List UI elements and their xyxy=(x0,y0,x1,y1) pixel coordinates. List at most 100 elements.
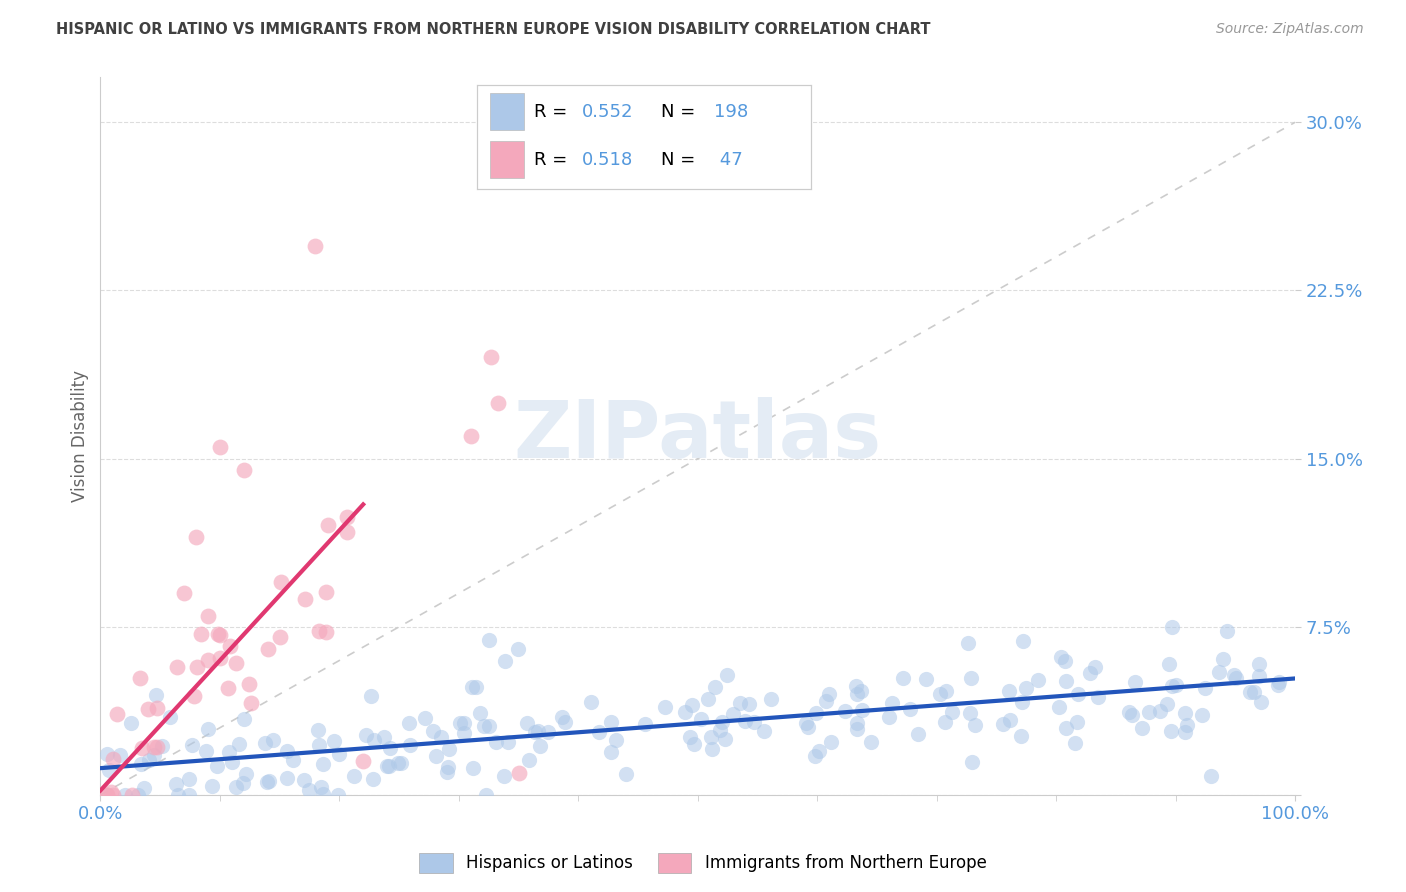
Y-axis label: Vision Disability: Vision Disability xyxy=(72,370,89,502)
Point xyxy=(373,730,395,744)
Point xyxy=(654,700,676,714)
Point xyxy=(165,777,187,791)
Point xyxy=(1223,667,1246,681)
Point xyxy=(614,767,637,781)
Point xyxy=(730,696,752,710)
Point xyxy=(461,762,484,776)
Point xyxy=(1249,657,1271,672)
Point xyxy=(991,717,1014,731)
Point xyxy=(150,739,173,753)
Point xyxy=(183,689,205,703)
Point xyxy=(846,687,869,701)
Point xyxy=(134,780,156,795)
Point xyxy=(96,788,118,802)
Point xyxy=(208,441,231,455)
Point xyxy=(478,719,501,733)
Point xyxy=(506,642,529,657)
Point xyxy=(308,738,330,752)
Point xyxy=(219,639,242,653)
Point xyxy=(253,736,276,750)
Point xyxy=(181,738,204,752)
Point xyxy=(508,765,530,780)
Point xyxy=(1087,690,1109,705)
Point xyxy=(425,748,447,763)
Point xyxy=(600,745,623,759)
Point xyxy=(460,428,482,442)
Point xyxy=(1174,706,1197,721)
Point xyxy=(797,720,820,734)
Point xyxy=(398,738,420,752)
Point xyxy=(294,592,316,607)
Point xyxy=(486,396,509,410)
Point xyxy=(360,689,382,703)
Point xyxy=(184,530,207,544)
Point xyxy=(846,715,869,730)
Point xyxy=(1011,695,1033,709)
Point xyxy=(1161,620,1184,634)
Point xyxy=(307,723,329,738)
Point xyxy=(439,741,461,756)
Point xyxy=(529,739,551,753)
Point xyxy=(225,780,247,794)
Point xyxy=(893,671,915,685)
Point xyxy=(702,741,724,756)
Point xyxy=(398,716,420,731)
Point xyxy=(238,677,260,691)
Point xyxy=(914,673,936,687)
Point xyxy=(1156,698,1178,712)
Point xyxy=(136,702,159,716)
Point xyxy=(200,780,222,794)
Point xyxy=(1130,721,1153,735)
Point xyxy=(752,724,775,739)
Point xyxy=(262,732,284,747)
Point xyxy=(96,788,118,802)
Point xyxy=(1123,675,1146,690)
Point xyxy=(389,756,412,771)
Point xyxy=(173,586,195,600)
Point xyxy=(437,760,460,774)
Point xyxy=(716,667,738,681)
Point xyxy=(478,632,501,647)
Point xyxy=(1175,717,1198,731)
Point xyxy=(877,710,900,724)
Point xyxy=(537,725,560,739)
Point xyxy=(1191,708,1213,723)
Point xyxy=(298,782,321,797)
Point xyxy=(146,740,169,755)
Point xyxy=(941,705,963,719)
Point xyxy=(96,747,118,761)
Point xyxy=(232,712,254,726)
Point xyxy=(197,608,219,623)
Point xyxy=(105,707,128,722)
Point xyxy=(1174,725,1197,739)
Point xyxy=(413,711,436,725)
Point xyxy=(143,739,166,754)
Point xyxy=(352,755,374,769)
Point xyxy=(190,627,212,641)
Point xyxy=(209,651,232,665)
Point xyxy=(312,788,335,802)
Point xyxy=(159,710,181,724)
Point xyxy=(554,715,576,730)
Point xyxy=(599,714,621,729)
Point xyxy=(461,680,484,694)
Point xyxy=(820,734,842,748)
Point xyxy=(103,788,125,802)
Point xyxy=(703,681,725,695)
Point xyxy=(742,714,765,729)
Point xyxy=(309,780,332,794)
Point xyxy=(880,696,903,710)
Point xyxy=(179,772,201,786)
Point xyxy=(1000,713,1022,727)
Point xyxy=(1199,769,1222,783)
Point xyxy=(121,788,143,802)
Point xyxy=(1121,707,1143,722)
Point xyxy=(208,627,231,641)
Point xyxy=(1047,700,1070,714)
Point xyxy=(496,735,519,749)
Point xyxy=(197,723,219,737)
Point xyxy=(907,727,929,741)
Point xyxy=(1084,660,1107,674)
Point xyxy=(803,749,825,764)
Point xyxy=(453,725,475,739)
